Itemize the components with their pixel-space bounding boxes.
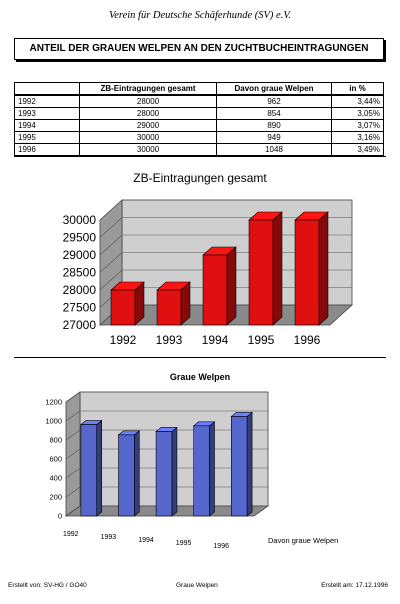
table-cell-year: 1994 — [14, 119, 80, 132]
legend-series-label: Davon graue Welpen — [268, 536, 338, 545]
bar-side — [171, 426, 178, 517]
bar-side — [133, 430, 140, 517]
table-cell-total: 29000 — [79, 119, 217, 132]
table-cell-total: 30000 — [79, 131, 217, 144]
table-cell-year: 1993 — [14, 107, 80, 120]
bar — [156, 289, 182, 326]
x-tick-label: 1994 — [202, 333, 229, 347]
bar-side — [96, 419, 102, 517]
x-tick-label: 1994 — [138, 537, 154, 544]
table-cell-percent: 3,16% — [331, 131, 384, 144]
column-header-percent: in % — [331, 82, 384, 96]
bar — [155, 431, 173, 517]
bar — [248, 219, 274, 326]
chart-title: Graue Welpen — [170, 372, 230, 382]
table-row: 1992 28000 962 3,44% — [14, 94, 384, 108]
y-tick-label: 800 — [49, 436, 62, 445]
table-row: 1993 28000 854 3,05% — [14, 107, 384, 120]
table-cell-grey: 962 — [216, 94, 332, 108]
column-header-total: ZB-Eintragungen gesamt — [79, 82, 217, 96]
table-cell-year: 1992 — [14, 94, 80, 108]
bar-side — [226, 246, 237, 326]
table-row: 1995 30000 949 3,16% — [14, 131, 384, 144]
section-divider — [14, 156, 386, 157]
y-tick-label: 1200 — [45, 398, 62, 407]
table-cell-grey: 949 — [216, 131, 332, 144]
data-table: ZB-Eintragungen gesamt Davon graue Welpe… — [14, 82, 384, 156]
bar — [231, 416, 248, 517]
y-tick-label: 0 — [58, 512, 62, 521]
bar — [202, 254, 228, 326]
bar — [110, 289, 136, 326]
bar — [294, 219, 320, 326]
table-cell-year: 1995 — [14, 131, 80, 144]
table-cell-total: 28000 — [79, 107, 217, 120]
y-tick-label: 27000 — [63, 318, 97, 332]
table-cell-total: 30000 — [79, 143, 217, 156]
table-cell-percent: 3,44% — [331, 94, 384, 108]
footer-center: Graue Welpen — [176, 582, 218, 589]
footer-created-date: Erstellt am: 17.12.1996 — [321, 582, 388, 589]
section-divider — [14, 357, 386, 358]
table-cell-percent: 3,07% — [331, 119, 384, 132]
column-header-year — [14, 82, 80, 96]
y-tick-label: 27500 — [63, 301, 97, 315]
bar-side — [318, 211, 329, 326]
y-tick-label: 400 — [49, 474, 62, 483]
table-cell-grey: 1048 — [216, 143, 332, 156]
y-tick-label: 29000 — [63, 248, 97, 262]
table-cell-percent: 3,05% — [331, 107, 384, 120]
x-tick-label: 1996 — [213, 543, 229, 550]
x-tick-label: 1992 — [110, 333, 137, 347]
y-tick-label: 30000 — [63, 213, 97, 227]
y-tick-label: 29500 — [63, 231, 97, 245]
gridline — [65, 410, 268, 422]
x-tick-label: 1995 — [248, 333, 275, 347]
chart-title: ZB-Eintragungen gesamt — [133, 171, 267, 185]
bar-side — [246, 411, 253, 517]
table-row: 1994 29000 890 3,07% — [14, 119, 384, 132]
table-cell-grey: 890 — [216, 119, 332, 132]
table-row: 1996 30000 1048 3,49% — [14, 143, 384, 156]
grey-puppies-chart: Graue Welpen 1200 1000 800 600 400 200 0 1992 199… — [45, 372, 338, 550]
bar-side — [209, 421, 215, 517]
table-header-row: ZB-Eintragungen gesamt Davon graue Welpe… — [14, 82, 384, 96]
bar — [80, 424, 97, 517]
table-cell-grey: 854 — [216, 107, 332, 120]
x-tick-label: 1993 — [156, 333, 183, 347]
y-tick-label: 200 — [49, 493, 62, 502]
page-title: ANTEIL DER GRAUEN WELPEN AN DEN ZUCHTBUC… — [14, 38, 384, 60]
total-entries-chart: ZB-Eintragungen gesamt 30000 29500 29000 285… — [63, 171, 354, 347]
bar — [193, 425, 210, 517]
bar — [118, 434, 135, 517]
gridline — [99, 199, 352, 221]
column-header-grey: Davon graue Welpen — [216, 82, 332, 96]
x-tick-label: 1995 — [176, 540, 192, 547]
organization-header: Verein für Deutsche Schäferhunde (SV) e.… — [108, 10, 292, 21]
y-tick-label: 28500 — [63, 266, 97, 280]
table-cell-year: 1996 — [14, 143, 80, 156]
x-tick-label: 1993 — [101, 534, 117, 541]
y-tick-label: 28000 — [63, 283, 97, 297]
gridline — [65, 391, 268, 403]
y-tick-label: 1000 — [45, 417, 62, 426]
footer-created-by: Erstellt von: SV-HG / GO40 — [8, 582, 87, 589]
bar-side — [272, 211, 283, 326]
x-tick-label: 1996 — [294, 333, 321, 347]
y-tick-label: 600 — [49, 455, 62, 464]
table-cell-total: 28000 — [79, 94, 217, 108]
table-cell-percent: 3,49% — [331, 143, 384, 156]
x-tick-label: 1992 — [63, 531, 79, 538]
